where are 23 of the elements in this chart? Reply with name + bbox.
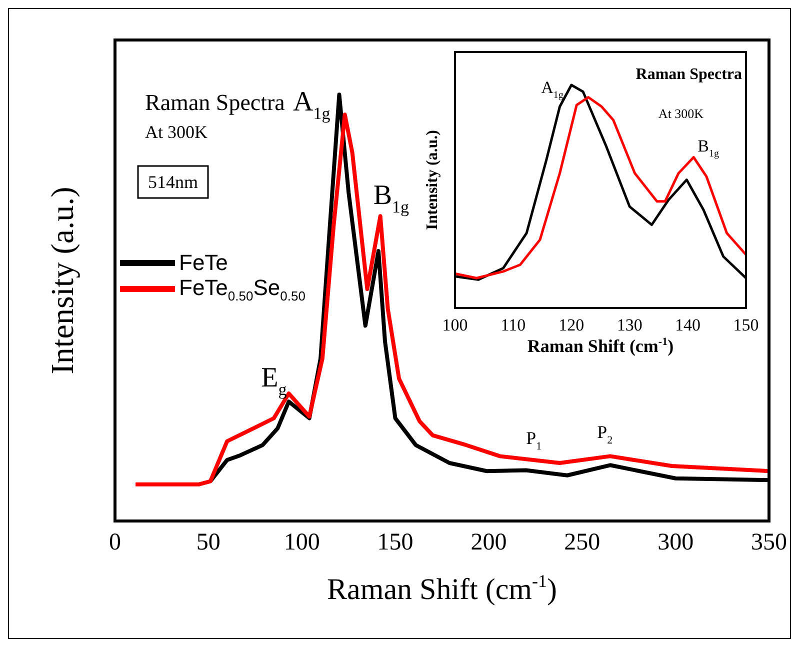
legend-label: FeTe$_{0.50}$Se$_{0.50}$ (179, 274, 306, 304)
x-tick-label: 0 (109, 530, 121, 556)
annotation: At 300K (658, 106, 704, 121)
annotation: At 300K (145, 122, 208, 142)
x-tick-label: 150 (733, 316, 759, 335)
x-tick-label: 120 (558, 316, 584, 335)
x-tick-label: 130 (616, 316, 642, 335)
x-tick-label: 140 (675, 316, 701, 335)
x-tick-label: 250 (564, 530, 600, 556)
x-tick-label: 300 (658, 530, 694, 556)
x-tick-label: 150 (377, 530, 414, 556)
x-tick-label: 100 (442, 316, 468, 335)
annotation: 514nm (148, 172, 198, 192)
x-tick-label: 350 (751, 530, 787, 556)
x-tick-label: 110 (500, 316, 526, 335)
x-tick-label: 100 (284, 530, 320, 556)
legend-label: FeTe (179, 250, 228, 276)
annotation: Raman Spectra (145, 90, 285, 115)
y-axis-title: Intensity (a.u.) (44, 186, 80, 374)
x-tick-label: 50 (196, 530, 220, 556)
text: Raman Spectra (636, 66, 742, 83)
y-axis-title: Intensity (a.u.) (424, 130, 441, 230)
x-tick-label: 200 (470, 530, 507, 556)
